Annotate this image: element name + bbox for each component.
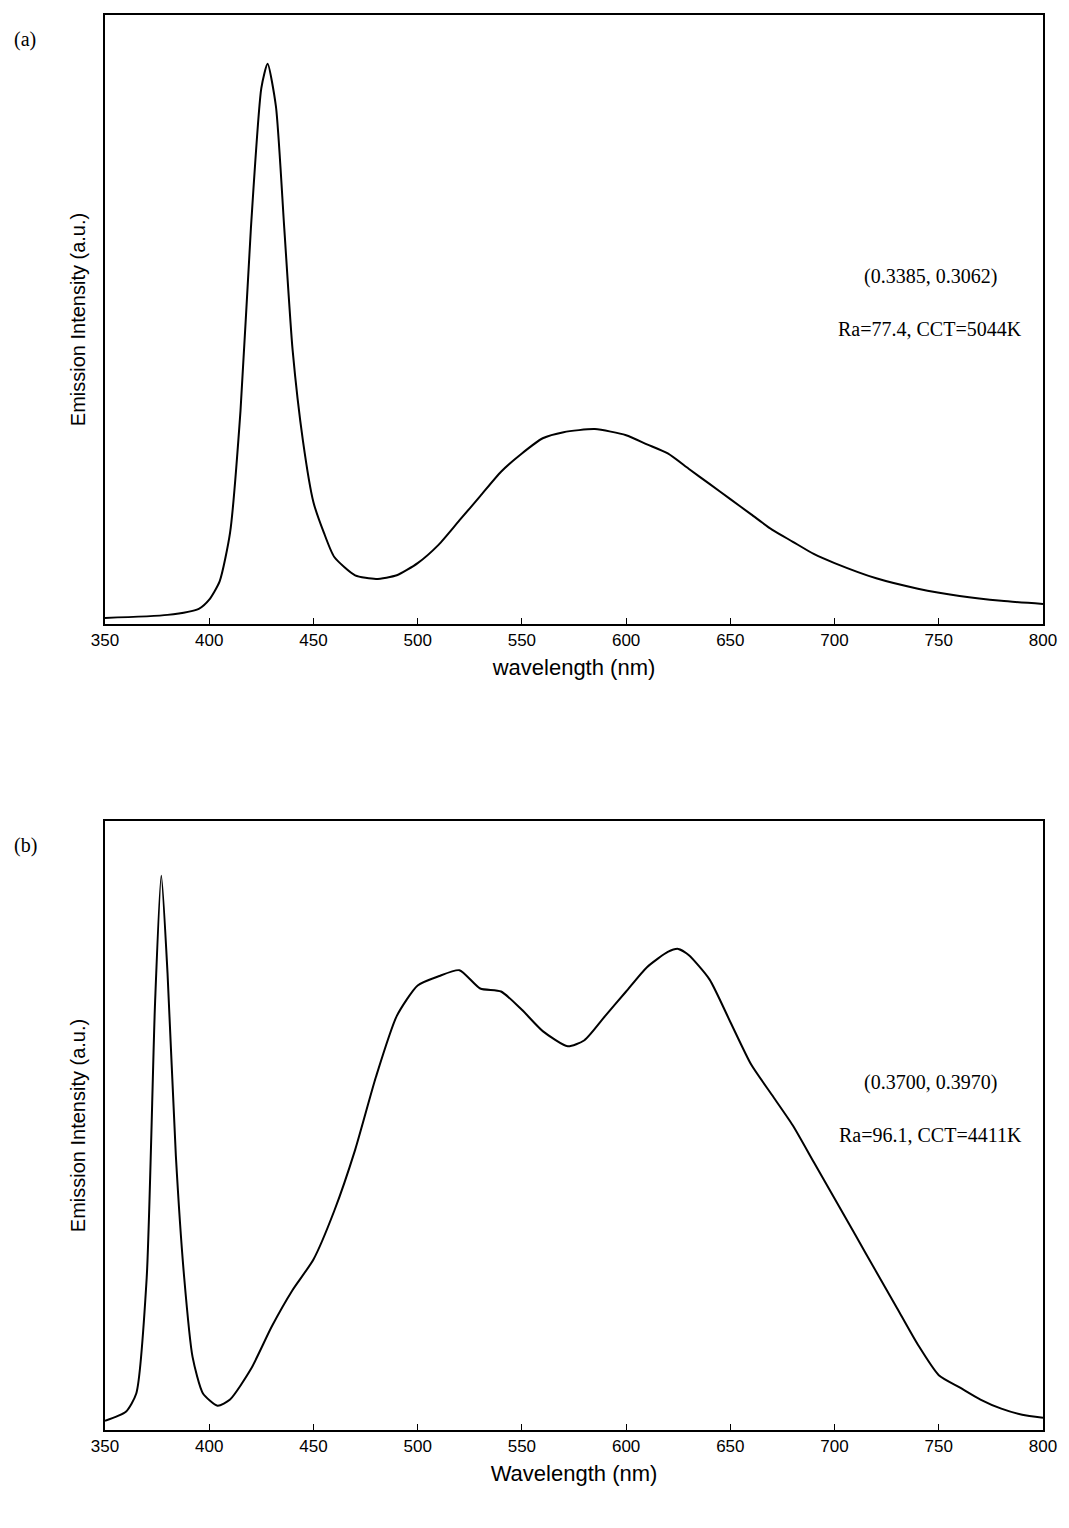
svg-text:700: 700 <box>820 631 848 650</box>
svg-text:600: 600 <box>612 631 640 650</box>
svg-text:Wavelength (nm): Wavelength (nm) <box>491 1461 658 1486</box>
svg-text:500: 500 <box>403 1437 431 1456</box>
svg-text:(0.3700, 0.3970): (0.3700, 0.3970) <box>864 1071 997 1094</box>
svg-text:500: 500 <box>403 631 431 650</box>
svg-text:(0.3385, 0.3062): (0.3385, 0.3062) <box>864 265 997 288</box>
svg-text:Emission Intensity (a.u.): Emission Intensity (a.u.) <box>67 1019 89 1232</box>
svg-text:Ra=77.4, CCT=5044K: Ra=77.4, CCT=5044K <box>838 318 1022 340</box>
svg-text:550: 550 <box>508 1437 536 1456</box>
svg-text:750: 750 <box>925 1437 953 1456</box>
svg-text:600: 600 <box>612 1437 640 1456</box>
svg-text:650: 650 <box>716 1437 744 1456</box>
svg-text:Ra=96.1, CCT=4411K: Ra=96.1, CCT=4411K <box>839 1124 1022 1146</box>
svg-text:400: 400 <box>195 1437 223 1456</box>
svg-text:wavelength (nm): wavelength (nm) <box>492 655 656 680</box>
svg-text:450: 450 <box>299 1437 327 1456</box>
svg-text:(b): (b) <box>14 834 37 857</box>
svg-text:400: 400 <box>195 631 223 650</box>
svg-text:650: 650 <box>716 631 744 650</box>
svg-text:450: 450 <box>299 631 327 650</box>
svg-text:Emission Intensity (a.u.): Emission Intensity (a.u.) <box>67 213 89 426</box>
svg-text:550: 550 <box>508 631 536 650</box>
svg-text:800: 800 <box>1029 1437 1057 1456</box>
svg-text:(a): (a) <box>14 28 36 51</box>
svg-text:700: 700 <box>820 1437 848 1456</box>
svg-text:750: 750 <box>925 631 953 650</box>
svg-text:350: 350 <box>91 631 119 650</box>
svg-text:350: 350 <box>91 1437 119 1456</box>
svg-text:800: 800 <box>1029 631 1057 650</box>
